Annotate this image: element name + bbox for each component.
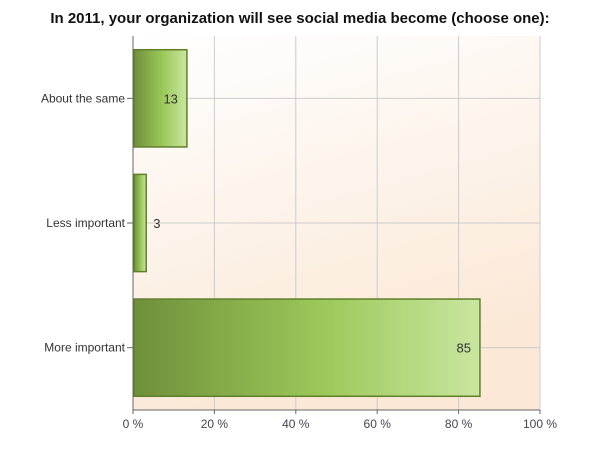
- chart-title: In 2011, your organization will see soci…: [50, 10, 550, 27]
- x-tick-label: 60 %: [364, 417, 392, 431]
- value-label: 13: [163, 91, 177, 106]
- category-label: More important: [44, 341, 125, 355]
- bar: [133, 48, 188, 148]
- x-tick-label: 20 %: [201, 417, 229, 431]
- x-tick-label: 80 %: [445, 417, 473, 431]
- bar: [133, 298, 481, 398]
- value-label: 85: [456, 341, 470, 356]
- category-label: About the same: [41, 91, 125, 105]
- value-label: 3: [153, 216, 160, 231]
- x-tick-label: 0 %: [123, 417, 144, 431]
- x-tick-label: 100 %: [523, 417, 557, 431]
- category-label: Less important: [46, 216, 125, 230]
- x-tick-label: 40 %: [282, 417, 310, 431]
- bar: [133, 173, 147, 273]
